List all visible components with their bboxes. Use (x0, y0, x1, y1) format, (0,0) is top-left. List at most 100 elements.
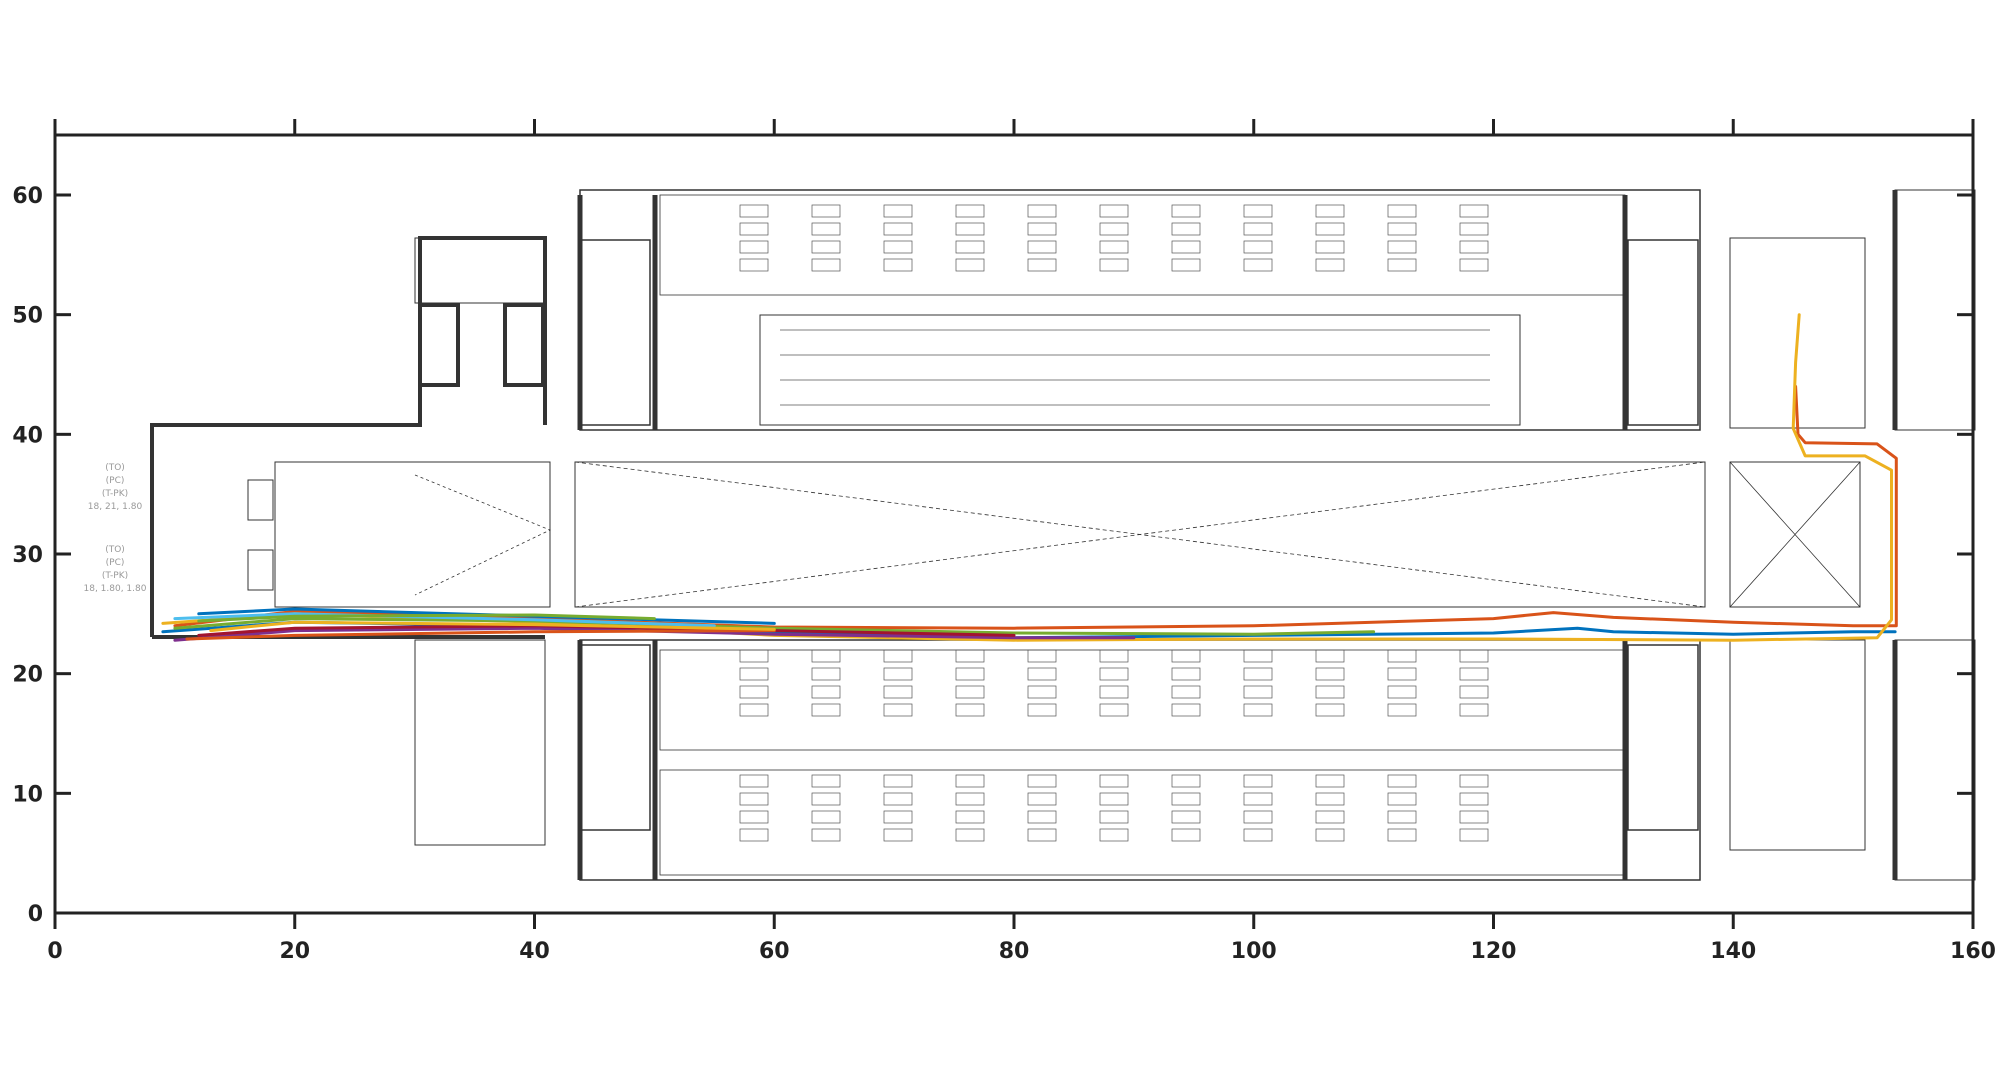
desk (1387, 649, 1417, 663)
desk (1315, 828, 1345, 842)
desk (1027, 258, 1057, 272)
desk (1027, 685, 1057, 699)
desk (739, 649, 769, 663)
desk (811, 204, 841, 218)
desk (1027, 667, 1057, 681)
desk (1099, 222, 1129, 236)
desk (1099, 810, 1129, 824)
y-tick-label: 30 (12, 543, 43, 568)
desk (1459, 828, 1489, 842)
desk (1315, 649, 1345, 663)
desk (1315, 703, 1345, 717)
desk (1315, 258, 1345, 272)
desk (739, 258, 769, 272)
desk (1243, 685, 1273, 699)
x-tick-label: 60 (759, 939, 790, 964)
desk (1459, 810, 1489, 824)
desk (1099, 667, 1129, 681)
desk (1243, 703, 1273, 717)
y-tick-label: 50 (12, 304, 43, 329)
desk (1387, 667, 1417, 681)
desk (1171, 204, 1201, 218)
desk (1099, 792, 1129, 806)
desk (1027, 703, 1057, 717)
desk (1387, 258, 1417, 272)
desk (1171, 649, 1201, 663)
y-tick-label: 20 (12, 663, 43, 688)
desk (1243, 649, 1273, 663)
desk (1459, 667, 1489, 681)
y-tick-label: 40 (12, 423, 43, 448)
desk (1027, 649, 1057, 663)
desk (1459, 204, 1489, 218)
desk (811, 810, 841, 824)
floor-plan-note: (PC) (106, 476, 125, 486)
desk (1171, 828, 1201, 842)
trajectory-line (209, 620, 776, 633)
desk (811, 685, 841, 699)
desk (1315, 240, 1345, 254)
desk (1315, 792, 1345, 806)
desk (883, 828, 913, 842)
desk (883, 774, 913, 788)
y-tick-label: 0 (28, 902, 43, 927)
desk (883, 685, 913, 699)
floor-plan-note: (T-PK) (102, 489, 128, 499)
floor-plan-note: (TO) (105, 463, 125, 473)
floor-plan-note: (TO) (105, 545, 125, 555)
desk (1459, 792, 1489, 806)
desk (1387, 685, 1417, 699)
desk (739, 828, 769, 842)
desk (1171, 774, 1201, 788)
desk (955, 703, 985, 717)
floor-plan-note: 18, 21, 1.80 (88, 502, 143, 512)
desk (1099, 258, 1129, 272)
desk (1387, 810, 1417, 824)
x-tick-label: 0 (47, 939, 62, 964)
desk (811, 222, 841, 236)
floor-plan-note: (T-PK) (102, 571, 128, 581)
desk (1387, 204, 1417, 218)
desk (811, 240, 841, 254)
desk (1387, 703, 1417, 717)
desk (883, 258, 913, 272)
desk (1027, 204, 1057, 218)
desk (739, 240, 769, 254)
desk (883, 792, 913, 806)
desk (1243, 792, 1273, 806)
desk (955, 792, 985, 806)
desk (1099, 204, 1129, 218)
desk (883, 703, 913, 717)
desk (1459, 685, 1489, 699)
trajectory-series (161, 313, 1898, 642)
desk (955, 667, 985, 681)
desk (739, 667, 769, 681)
desk (811, 258, 841, 272)
desk (883, 649, 913, 663)
desk (1171, 792, 1201, 806)
desk (739, 204, 769, 218)
floor-plan (150, 189, 1976, 881)
x-axis: 0 20 40 60 80 100 120 140 160 (47, 119, 1996, 964)
trajectory-line (185, 629, 776, 641)
desk (1459, 649, 1489, 663)
desk (883, 222, 913, 236)
desk (1243, 667, 1273, 681)
floor-plan-note: (PC) (106, 558, 125, 568)
desk (1099, 703, 1129, 717)
desk (1171, 685, 1201, 699)
desk (1387, 774, 1417, 788)
y-axis: 0 10 20 30 40 50 60 (12, 184, 1973, 927)
desk (955, 649, 985, 663)
desk (955, 810, 985, 824)
desk (883, 204, 913, 218)
trajectory-line (197, 613, 656, 623)
desk (955, 240, 985, 254)
desk (1099, 240, 1129, 254)
desk (811, 828, 841, 842)
desk (1099, 828, 1129, 842)
desk (811, 667, 841, 681)
desk (1387, 240, 1417, 254)
trajectory-line (161, 313, 1893, 642)
desk (1099, 649, 1129, 663)
